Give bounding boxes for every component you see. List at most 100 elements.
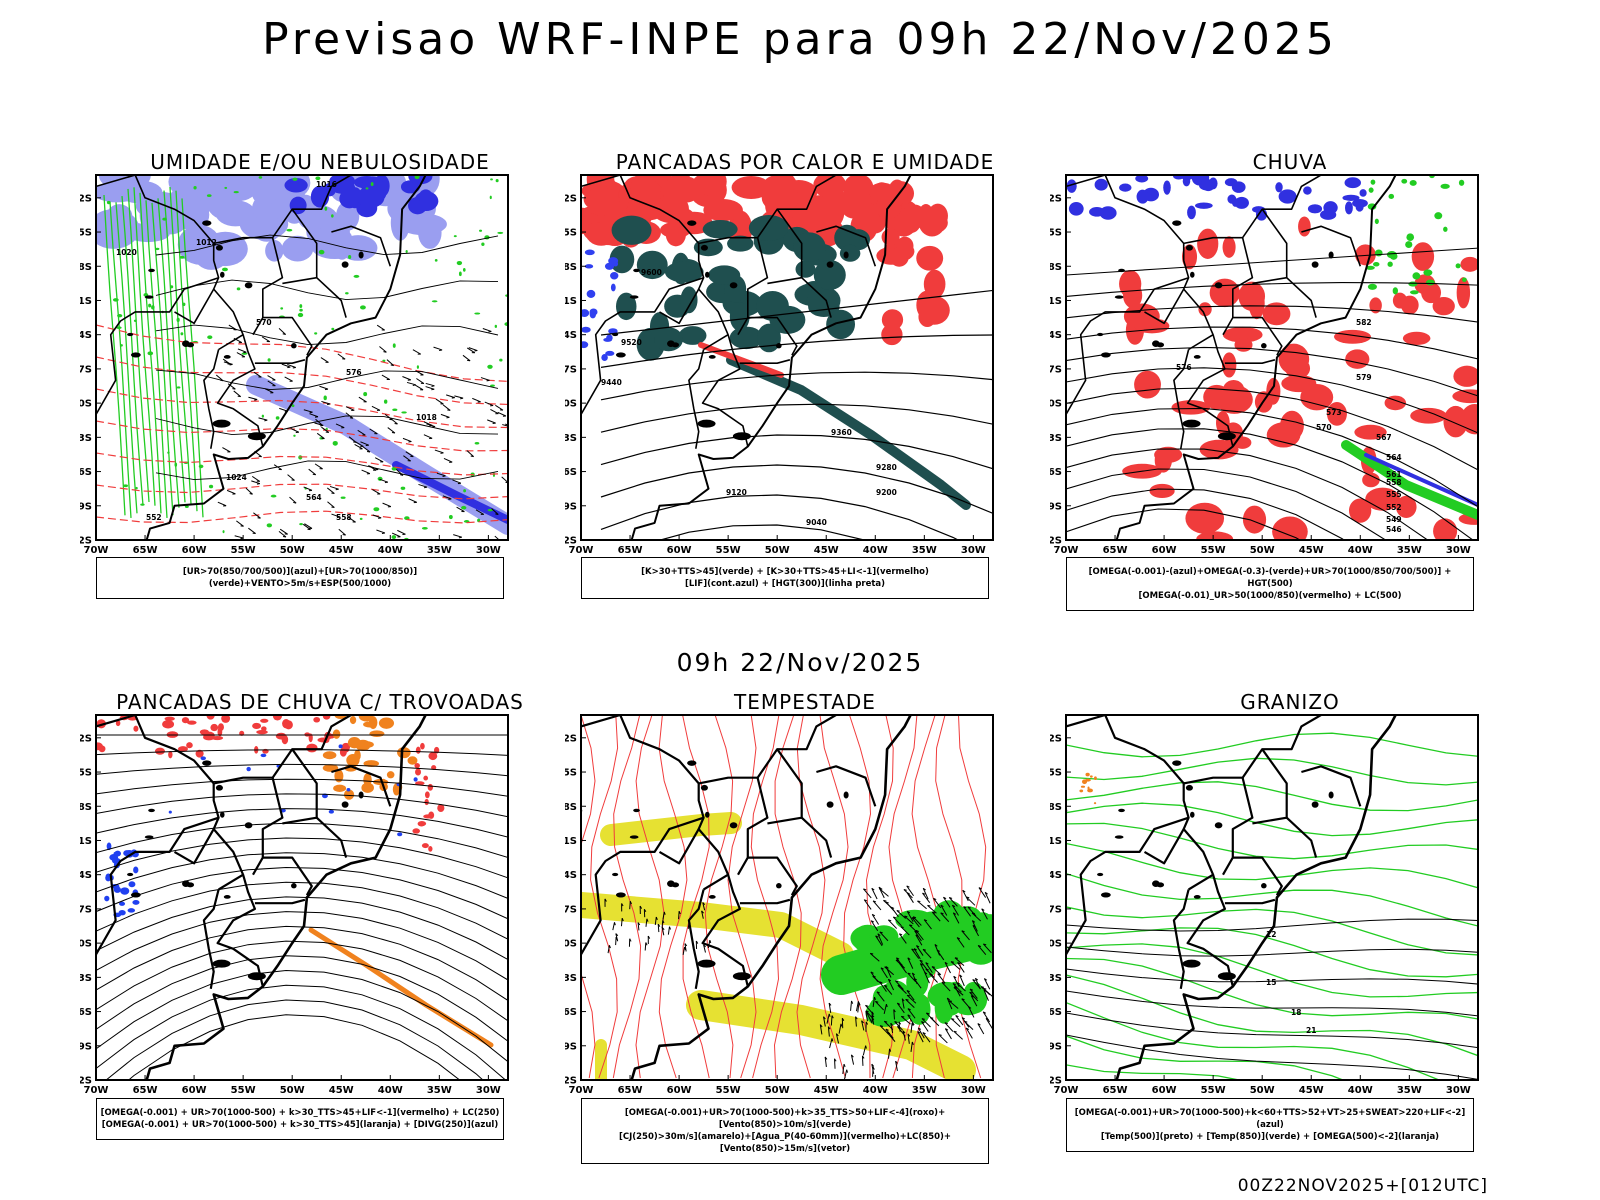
rain-red-area: [1198, 302, 1212, 317]
wind-vector: [357, 429, 366, 436]
lon-tick-label: 40W: [378, 545, 403, 556]
wind850-vector: [922, 888, 929, 900]
humidity-green-dots: [148, 303, 152, 308]
wind850-vector: [965, 896, 976, 906]
wind850-vector: [917, 1031, 921, 1034]
wind850-vector: [902, 1030, 906, 1034]
wind-vector: [220, 379, 224, 382]
lat-tick-label: 21S: [1050, 836, 1062, 847]
lif-blue-contour: [584, 249, 595, 256]
wind850-vector: [865, 1010, 869, 1013]
pressure-isobar: [155, 460, 499, 481]
wind-vector: [358, 396, 367, 403]
humidity-green-dots: [494, 324, 498, 328]
lon-tick-label: 55W: [231, 545, 256, 556]
wind-vector: [278, 328, 286, 335]
rain-blue-area: [1180, 175, 1195, 181]
wind850-vector: [924, 971, 928, 975]
omega-orange-area: [1085, 772, 1090, 777]
wind850-vector: [907, 910, 911, 914]
lake: [186, 882, 195, 888]
lat-tick-label: 39S: [80, 501, 92, 512]
storm-orange-area: [334, 769, 344, 783]
wind-vector: [502, 424, 508, 427]
lat-tick-label: 24S: [1050, 330, 1062, 341]
wind850-vector: [917, 1027, 925, 1039]
wind-vector: [249, 492, 253, 495]
storm-red-area: [96, 742, 103, 751]
wind850-vector: [831, 1015, 834, 1019]
lake: [220, 271, 225, 278]
wind-vector: [327, 501, 335, 508]
rain-green-area: [1405, 241, 1413, 248]
humidity-green-dots: [233, 191, 239, 194]
lake: [1261, 343, 1267, 349]
lat-tick-label: 21S: [1050, 296, 1062, 307]
state-border: [252, 777, 284, 876]
humidity-green-contour: [151, 202, 174, 516]
wind850-vector: [950, 961, 955, 963]
lif-blue-contour: [610, 272, 619, 280]
lake: [144, 295, 154, 299]
lake: [244, 282, 253, 289]
divergence-blue-area: [106, 842, 112, 851]
divergence-blue-area: [246, 766, 251, 772]
wind-vector: [253, 371, 262, 378]
wind-vector: [248, 396, 258, 400]
humidity-green-dots: [365, 187, 369, 190]
wind850-vector: [830, 1015, 833, 1026]
contour-label: 552: [146, 513, 162, 522]
wind850-vector: [921, 1021, 929, 1032]
lake: [148, 808, 155, 813]
pressure-isobar: [155, 279, 499, 301]
storm-red-area: [168, 751, 173, 759]
wind-vector: [452, 479, 462, 484]
storm-orange-area: [361, 782, 374, 793]
storm-red-area: [203, 734, 215, 741]
lake: [244, 822, 253, 829]
lagoon: [697, 419, 716, 428]
wind850-vector: [896, 910, 900, 912]
rain-blue-area: [1135, 175, 1149, 183]
rain-red-area: [1443, 405, 1468, 438]
wind-vector: [482, 328, 492, 332]
cape-teal-area: [756, 291, 789, 321]
wind-vector: [381, 374, 390, 380]
humidity-green-dots: [456, 260, 463, 266]
humidity-green-dots: [179, 255, 185, 259]
wind-vector: [329, 485, 339, 490]
wind850-vector: [965, 1027, 970, 1030]
wind850-vector: [945, 1028, 949, 1031]
rain-green-area: [1423, 269, 1433, 276]
storm-red-area: [423, 775, 429, 781]
wind850-vector: [828, 1002, 832, 1013]
wind850-vector: [917, 1027, 922, 1030]
wind-vector: [289, 496, 297, 504]
lon-tick-label: 40W: [863, 545, 888, 556]
wind850-vector: [629, 901, 631, 910]
wind850-vector: [911, 948, 915, 951]
lake: [130, 352, 141, 358]
wind850-vector: [828, 1002, 832, 1006]
state-border: [1173, 349, 1190, 449]
map-layers: 9600 9520 9440 9360 9280 9200 9120 9040: [581, 175, 993, 540]
rain-red-area: [1234, 337, 1253, 352]
wind-vector: [423, 486, 428, 489]
state-border: [581, 816, 704, 965]
wind850-vector: [915, 929, 920, 933]
lagoon: [212, 419, 231, 428]
lon-tick-label: 45W: [1299, 545, 1324, 556]
wind850-vector: [946, 997, 953, 1010]
hgt500-contour: [1066, 448, 1429, 540]
hgt500-contour: [1066, 247, 1478, 276]
lat-tick-label: 36S: [1050, 467, 1062, 478]
contour-label: 1012: [196, 238, 217, 247]
storm-red-area: [322, 715, 331, 720]
wind-vector: [251, 475, 260, 482]
contour-label: 18: [1291, 1008, 1301, 1017]
lat-tick-label: 30S: [80, 399, 92, 410]
lake: [1097, 332, 1104, 337]
wind850-vector: [888, 919, 892, 922]
wind850-vector: [901, 998, 905, 1009]
